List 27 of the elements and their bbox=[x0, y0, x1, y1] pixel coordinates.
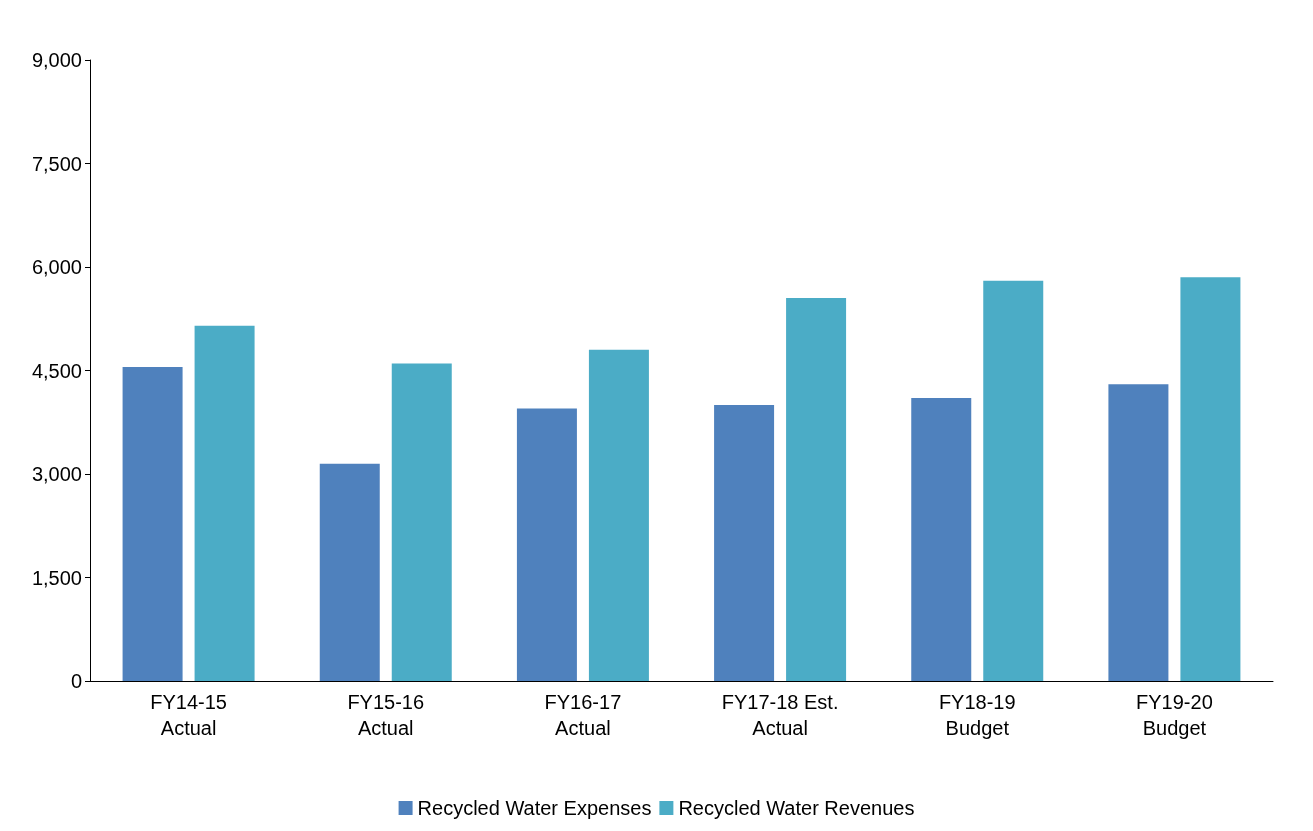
y-tick-label: 7,500 bbox=[31, 152, 82, 175]
y-tick-label: 9,000 bbox=[31, 49, 82, 71]
y-tick-label: 0 bbox=[70, 670, 82, 692]
bar bbox=[516, 408, 577, 681]
y-tick-label: 3,000 bbox=[31, 463, 82, 485]
bar bbox=[391, 363, 452, 681]
x-tick-label: FY19-20 Budget bbox=[1136, 691, 1213, 739]
y-tick-label: 4,500 bbox=[31, 359, 82, 382]
bar bbox=[588, 349, 649, 681]
bar bbox=[319, 463, 380, 681]
y-tick-label: 6,000 bbox=[31, 256, 82, 278]
bar bbox=[714, 405, 775, 681]
x-tick-label: FY15-16 Actual bbox=[347, 691, 425, 739]
bar bbox=[122, 367, 183, 681]
legend-label: Recycled Water Expenses bbox=[417, 797, 652, 819]
y-tick-label: 1,500 bbox=[31, 566, 82, 589]
bar bbox=[1180, 277, 1241, 681]
bar bbox=[194, 325, 255, 681]
bar bbox=[983, 280, 1044, 681]
x-tick-label: FY17-18 Est. Actual bbox=[721, 691, 839, 739]
bar bbox=[786, 298, 847, 681]
x-tick-label: FY18-19 Budget bbox=[938, 691, 1016, 739]
legend-label: Recycled Water Revenues bbox=[678, 797, 915, 819]
x-tick-label: FY14-15 Actual bbox=[150, 691, 227, 739]
bar bbox=[1108, 384, 1169, 681]
bar bbox=[911, 398, 972, 681]
x-tick-label: FY16-17 Actual bbox=[544, 691, 622, 739]
